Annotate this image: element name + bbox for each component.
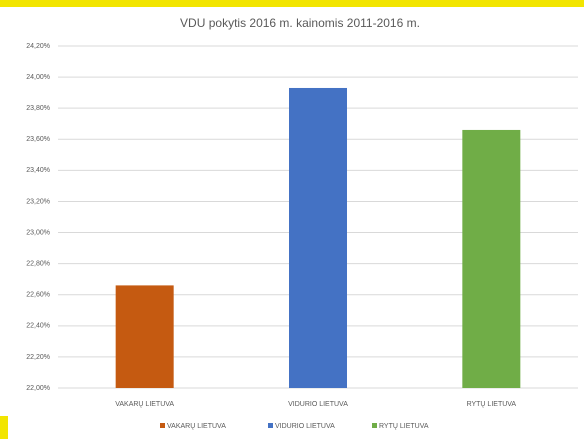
- legend-label: RYTŲ LIETUVA: [379, 423, 429, 430]
- bar: [289, 87, 347, 389]
- bar: [115, 285, 174, 388]
- y-tick-label: 22,00%: [26, 385, 50, 392]
- y-tick-label: 22,80%: [26, 260, 50, 267]
- y-tick-label: 23,60%: [26, 136, 50, 143]
- y-tick-label: 24,00%: [26, 74, 50, 81]
- x-tick-label: RYTŲ LIETUVA: [467, 401, 517, 408]
- chart-title: VDU pokytis 2016 m. kainomis 2011-2016 m…: [180, 16, 420, 30]
- bar: [462, 129, 521, 389]
- y-tick-label: 22,20%: [26, 354, 50, 361]
- legend-swatch: [160, 423, 165, 428]
- legend-swatch: [372, 423, 377, 428]
- legend-label: VIDURIO LIETUVA: [275, 423, 335, 430]
- legend-label: VAKARŲ LIETUVA: [167, 423, 226, 430]
- top-strip: [0, 0, 584, 7]
- x-tick-label: VAKARŲ LIETUVA: [115, 401, 174, 408]
- y-tick-label: 23,20%: [26, 198, 50, 205]
- y-tick-label: 23,00%: [26, 229, 50, 236]
- corner-strip: [0, 416, 8, 439]
- y-tick-label: 23,80%: [26, 105, 50, 112]
- y-tick-label: 22,60%: [26, 292, 50, 299]
- y-tick-label: 24,20%: [26, 43, 50, 50]
- y-tick-label: 23,40%: [26, 167, 50, 174]
- x-tick-label: VIDURIO LIETUVA: [288, 401, 348, 408]
- legend-swatch: [268, 423, 273, 428]
- y-tick-label: 22,40%: [26, 323, 50, 330]
